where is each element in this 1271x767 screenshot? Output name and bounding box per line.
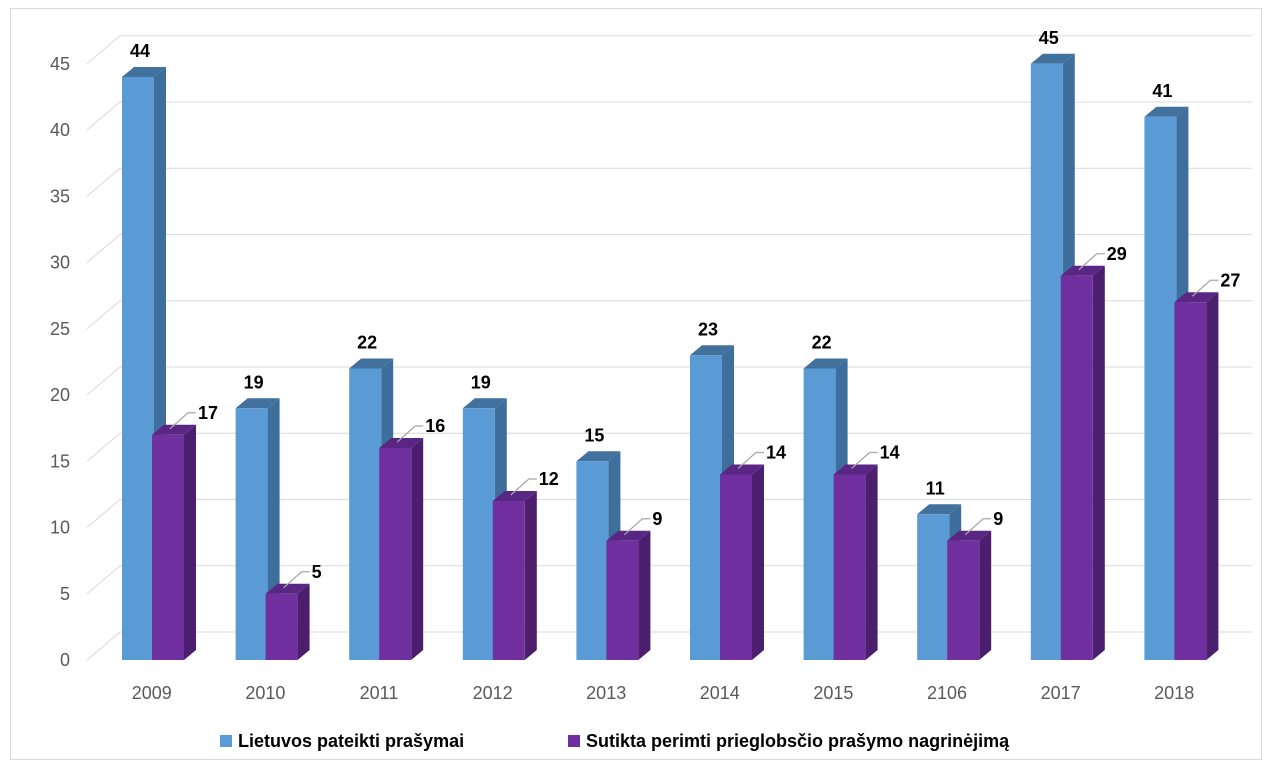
bar-series-2 bbox=[833, 464, 878, 660]
y-tick-label: 30 bbox=[50, 253, 70, 273]
bar-series-1 bbox=[803, 358, 848, 660]
data-label-series-1: 15 bbox=[584, 425, 604, 445]
data-label-series-1: 41 bbox=[1152, 81, 1172, 101]
bar-series-2 bbox=[152, 424, 196, 660]
data-label-leader bbox=[283, 571, 310, 589]
y-tick-label: 45 bbox=[50, 54, 70, 74]
bar-series-2 bbox=[379, 438, 424, 660]
data-label-series-2: 9 bbox=[993, 509, 1003, 529]
gridline-diagonal bbox=[86, 300, 121, 330]
data-label-leader bbox=[964, 518, 992, 536]
y-tick-label: 0 bbox=[60, 650, 70, 670]
x-tick-label: 2017 bbox=[1041, 683, 1081, 703]
y-tick-label: 20 bbox=[50, 385, 70, 405]
gridline-diagonal bbox=[86, 167, 121, 197]
legend-label-series-2: Sutikta perimti prieglobsčio prašymo nag… bbox=[586, 731, 1010, 751]
y-tick-label: 5 bbox=[60, 584, 70, 604]
data-label-leader bbox=[737, 451, 764, 469]
data-label-series-1: 22 bbox=[812, 333, 832, 353]
y-tick-label: 15 bbox=[50, 451, 70, 471]
y-tick-label: 35 bbox=[50, 186, 70, 206]
data-label-series-2: 9 bbox=[652, 509, 662, 529]
bar-series-2 bbox=[720, 464, 764, 660]
x-tick-label: 2106 bbox=[927, 683, 967, 703]
y-tick-label: 40 bbox=[50, 120, 70, 140]
gridline-diagonal bbox=[86, 432, 121, 462]
data-label-series-2: 16 bbox=[425, 416, 445, 436]
data-label-series-2: 27 bbox=[1220, 270, 1240, 290]
data-label-leader bbox=[1078, 253, 1105, 271]
gridline-diagonal bbox=[86, 35, 121, 65]
x-tick-label: 2014 bbox=[700, 683, 740, 703]
data-label-series-2: 14 bbox=[766, 443, 786, 463]
data-label-series-2: 12 bbox=[539, 469, 559, 489]
data-label-series-1: 11 bbox=[926, 478, 945, 498]
legend-swatch-series-2 bbox=[568, 735, 580, 747]
gridline-diagonal bbox=[86, 101, 121, 131]
x-tick-label: 2010 bbox=[245, 683, 285, 703]
x-tick-label: 2009 bbox=[132, 683, 172, 703]
data-label-series-1: 22 bbox=[357, 333, 377, 353]
bar-series-2 bbox=[606, 530, 651, 660]
x-tick-label: 2018 bbox=[1154, 683, 1194, 703]
y-tick-label: 10 bbox=[50, 518, 70, 538]
gridline-diagonal bbox=[86, 366, 121, 396]
bar-series-2 bbox=[492, 491, 537, 660]
y-tick-label: 25 bbox=[50, 319, 70, 339]
data-label-series-2: 29 bbox=[1107, 244, 1127, 264]
data-label-series-1: 19 bbox=[244, 372, 264, 392]
data-label-leader bbox=[1192, 279, 1219, 297]
bar-series-2 bbox=[265, 583, 310, 660]
legend-label-series-1: Lietuvos pateikti prašymai bbox=[238, 731, 464, 751]
gridline-diagonal bbox=[86, 631, 121, 661]
data-label-series-2: 17 bbox=[198, 403, 218, 423]
bar-series-2 bbox=[1060, 265, 1105, 660]
gridline-diagonal bbox=[86, 234, 121, 263]
x-tick-label: 2015 bbox=[813, 683, 853, 703]
gridline-diagonal bbox=[86, 499, 121, 528]
data-label-series-2: 14 bbox=[880, 443, 900, 463]
x-tick-label: 2013 bbox=[586, 683, 626, 703]
data-label-leader bbox=[851, 451, 878, 469]
data-label-series-1: 19 bbox=[471, 372, 491, 392]
x-tick-label: 2011 bbox=[360, 683, 399, 703]
data-label-leader bbox=[510, 478, 537, 496]
data-label-leader bbox=[169, 412, 196, 430]
data-label-series-1: 23 bbox=[698, 319, 718, 339]
data-label-series-1: 45 bbox=[1039, 28, 1059, 48]
x-tick-label: 2012 bbox=[473, 683, 513, 703]
bar-series-2 bbox=[947, 530, 992, 660]
bar-series-2 bbox=[1174, 292, 1219, 660]
data-label-leader bbox=[624, 518, 651, 536]
gridline-diagonal bbox=[86, 565, 121, 595]
legend-swatch-series-1 bbox=[220, 735, 232, 747]
data-label-series-1: 44 bbox=[130, 41, 150, 61]
data-label-series-2: 5 bbox=[312, 562, 322, 582]
data-label-leader bbox=[396, 425, 424, 443]
